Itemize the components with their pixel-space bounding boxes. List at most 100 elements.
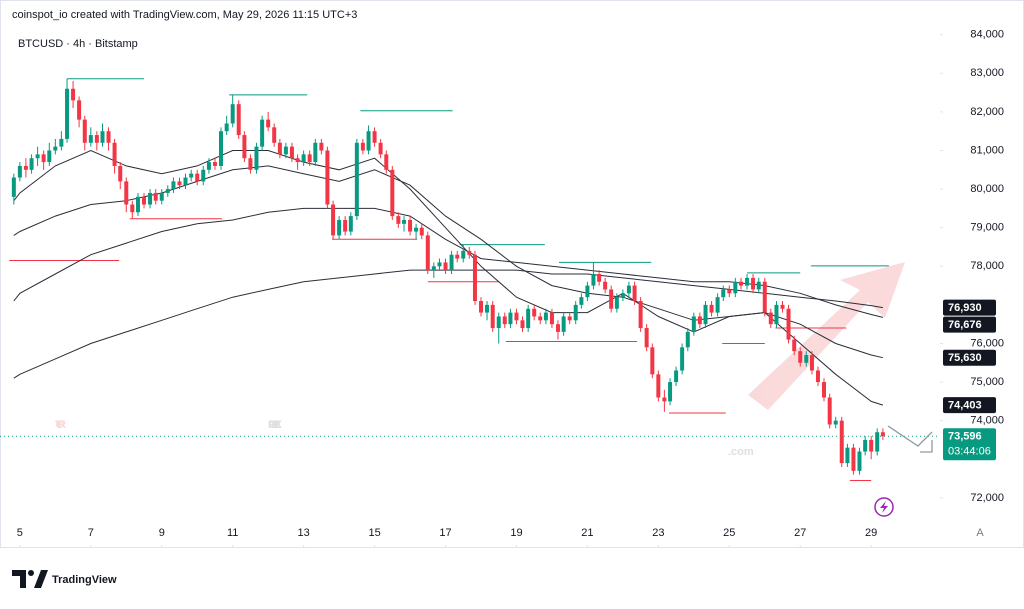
candle-body — [827, 397, 832, 425]
candle-body — [236, 104, 241, 136]
candle-body — [331, 204, 336, 236]
price-label-box — [943, 299, 996, 316]
candle-body — [833, 420, 838, 425]
candle-body — [195, 173, 200, 182]
candle-body — [674, 370, 679, 383]
candle-body — [402, 219, 407, 224]
candle-body — [248, 158, 253, 170]
candle-body — [106, 131, 111, 143]
candle-body — [100, 131, 105, 143]
drawing-arrow — [887, 425, 933, 447]
candle-body — [449, 254, 454, 271]
candle-body — [230, 104, 235, 124]
candle-body — [585, 285, 590, 298]
candle-body — [680, 347, 685, 371]
candle-body — [348, 216, 353, 232]
candle-body — [396, 216, 401, 224]
candle-body — [490, 304, 495, 329]
candle-body — [609, 289, 614, 309]
candle-body — [301, 154, 306, 163]
y-tick-label: 72,000 — [970, 492, 1004, 504]
candle-body — [496, 316, 501, 329]
candle-body — [561, 316, 566, 332]
candle-body — [29, 158, 34, 170]
candle-body — [112, 142, 117, 166]
candle-body — [65, 88, 70, 139]
price-label: 73,596 — [948, 431, 982, 443]
candle-body — [520, 320, 525, 329]
candle-body — [472, 254, 477, 302]
y-tick-label: 76,000 — [970, 337, 1004, 349]
candle-body — [414, 227, 419, 232]
candle-body — [603, 281, 608, 290]
candle-body — [644, 328, 649, 348]
replay-icon[interactable] — [874, 497, 894, 517]
candle-body — [514, 312, 519, 321]
candle-body — [94, 135, 99, 143]
candle-body — [277, 142, 282, 155]
candle-body — [295, 158, 300, 163]
price-label-box — [943, 349, 996, 366]
candle-body — [691, 316, 696, 332]
candle-body — [159, 192, 164, 201]
candle-body — [822, 382, 827, 398]
candle-body — [41, 154, 46, 163]
x-tick-label: 13 — [298, 527, 310, 539]
candle-body — [59, 138, 64, 147]
candle-body — [591, 274, 596, 286]
candle-body — [425, 235, 430, 271]
candle-body — [390, 169, 395, 217]
candle-body — [260, 119, 265, 147]
candle-body — [319, 142, 324, 151]
price-label: 75,630 — [948, 352, 982, 364]
candle-body — [626, 285, 631, 294]
candle-body — [384, 154, 389, 170]
candle-body — [579, 297, 584, 305]
candle-body — [768, 312, 773, 325]
candle-body — [774, 304, 779, 325]
candle-body — [650, 347, 655, 375]
candle-body — [880, 432, 885, 437]
candle-body — [130, 204, 135, 213]
price-label-box — [943, 397, 996, 414]
candle-body — [685, 331, 690, 348]
candles — [11, 78, 885, 475]
candle-body — [189, 173, 194, 178]
candle-body — [632, 285, 637, 302]
candle-body — [786, 308, 791, 340]
candle-body — [242, 135, 247, 159]
candle-body — [431, 266, 436, 271]
candle-body — [597, 274, 602, 282]
candle-body — [77, 100, 82, 120]
autoscale-button[interactable]: A — [976, 527, 984, 539]
x-tick-label: 15 — [368, 527, 380, 539]
candle-body — [745, 277, 750, 286]
candle-body — [780, 304, 785, 309]
candle-body — [360, 142, 365, 151]
candle-body — [224, 123, 229, 132]
candle-body — [212, 162, 217, 166]
candle-body — [485, 304, 490, 313]
candle-body — [756, 281, 761, 290]
x-tick-label: 5 — [17, 527, 23, 539]
candle-body — [88, 135, 93, 143]
replay-icon-circle[interactable] — [874, 497, 894, 517]
x-tick-label: 23 — [652, 527, 664, 539]
candle-body — [289, 146, 294, 159]
candle-body — [201, 169, 206, 182]
replay-icon-bolt[interactable] — [880, 501, 888, 513]
candle-body — [142, 196, 147, 205]
levels — [9, 78, 889, 481]
candle-body — [845, 447, 850, 464]
price-label: 74,403 — [948, 400, 982, 412]
candle-body — [23, 165, 28, 170]
candle-body — [153, 192, 158, 201]
autoscale-label[interactable]: A — [976, 527, 984, 539]
candle-body — [307, 154, 312, 163]
x-tick-label: 21 — [581, 527, 593, 539]
candle-body — [467, 250, 472, 255]
candle-body — [183, 177, 188, 186]
price-countdown: 03:44:06 — [948, 446, 991, 458]
candle-body — [638, 301, 643, 329]
logo-mark — [28, 570, 34, 576]
